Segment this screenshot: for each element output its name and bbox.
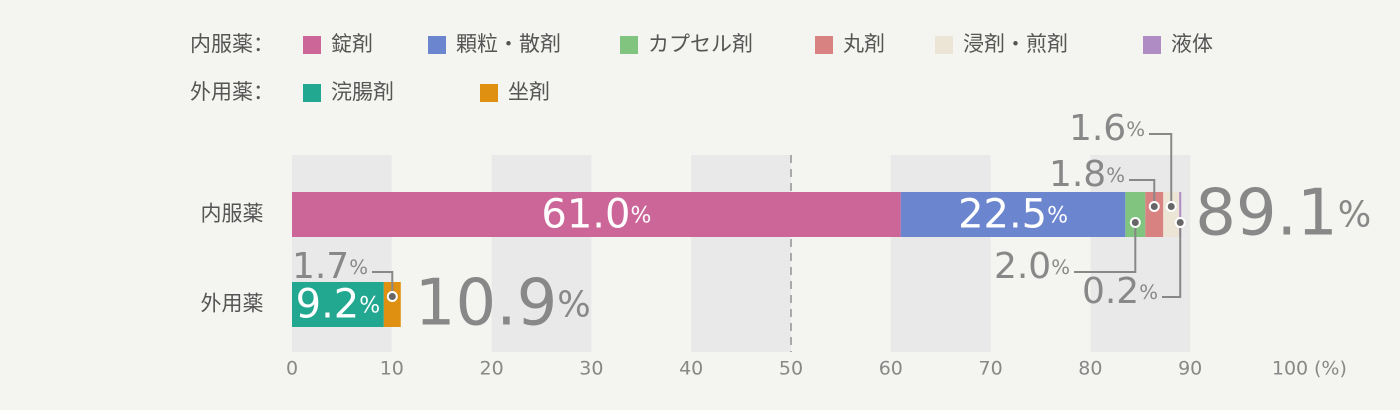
value-label: 1.6%	[1069, 108, 1145, 149]
total-label: 10.9%	[415, 266, 591, 340]
value-label: 61.0%	[541, 192, 651, 238]
grid-band	[890, 155, 991, 352]
legend-group-label: 外用薬：	[190, 80, 274, 104]
total-label: 89.1%	[1195, 176, 1371, 250]
leader-line	[1162, 222, 1182, 298]
leader-dot	[1129, 217, 1141, 228]
x-tick-label: 90	[1178, 358, 1202, 380]
value-label: 1.8%	[1049, 154, 1125, 195]
legend-swatch	[480, 84, 498, 102]
legend-label: 丸剤	[843, 32, 885, 56]
legend-swatch	[935, 36, 953, 54]
x-tick-label: 50	[779, 358, 803, 380]
bar-segment	[1125, 192, 1146, 237]
leader-dot	[1165, 201, 1177, 212]
bar-segment	[900, 192, 1126, 237]
bar-segment	[1179, 192, 1182, 237]
legend-swatch	[815, 36, 833, 54]
grid-band	[691, 155, 791, 352]
x-tick-label: 40	[679, 358, 703, 380]
leader-dot	[1174, 217, 1186, 228]
value-label: 0.2%	[1082, 271, 1158, 312]
x-tick-label: 70	[979, 358, 1003, 380]
x-tick-label: 20	[480, 358, 504, 380]
leader-line	[372, 271, 394, 297]
value-label: 9.2%	[296, 282, 381, 328]
x-tick-label: 100	[1272, 358, 1308, 380]
legend-label: 坐剤	[508, 80, 550, 104]
value-label: 1.7%	[292, 246, 368, 287]
category-label: 外用薬	[201, 292, 264, 316]
grid-band	[1090, 155, 1191, 352]
x-tick-label: 10	[380, 358, 404, 380]
legend-group-label: 内服薬：	[190, 32, 274, 56]
legend-swatch	[428, 36, 446, 54]
legend-swatch	[303, 84, 321, 102]
leader-line	[1074, 222, 1137, 273]
value-label: 22.5%	[958, 192, 1068, 238]
x-tick-label: 80	[1078, 358, 1102, 380]
x-tick-label: 30	[579, 358, 603, 380]
legend-swatch	[620, 36, 638, 54]
legend-label: 錠剤	[331, 32, 373, 56]
leader-dot	[386, 291, 398, 302]
bar-segment	[292, 192, 901, 237]
legend-label: 浣腸剤	[331, 80, 394, 104]
legend-label: 浸剤・煎剤	[963, 32, 1068, 56]
x-tick-label: 60	[879, 358, 903, 380]
category-label: 内服薬	[201, 202, 264, 226]
leader-line	[1149, 133, 1173, 207]
legend-label: 顆粒・散剤	[456, 32, 561, 56]
legend-label: カプセル剤	[648, 32, 753, 56]
x-axis-unit: (%)	[1314, 358, 1347, 380]
leader-dot	[1148, 201, 1160, 212]
x-tick-label: 0	[286, 358, 298, 380]
bar-segment	[292, 282, 384, 327]
bar-segment	[1145, 192, 1164, 237]
legend-swatch	[1143, 36, 1161, 54]
legend-label: 液体	[1171, 32, 1213, 56]
leader-line	[1129, 179, 1156, 207]
value-label: 2.0%	[994, 246, 1070, 287]
grid-band	[491, 155, 592, 352]
legend-swatch	[303, 36, 321, 54]
